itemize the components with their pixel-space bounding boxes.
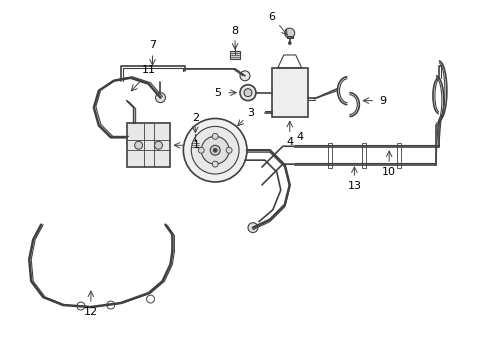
Circle shape [201,136,228,164]
Circle shape [240,85,255,100]
Circle shape [213,148,217,152]
Text: 3: 3 [247,108,254,117]
Text: 2: 2 [191,113,199,123]
Circle shape [212,133,218,139]
Circle shape [155,93,165,103]
Circle shape [240,71,249,81]
Bar [126,123,170,167]
Circle shape [284,28,294,38]
Circle shape [198,147,204,153]
Text: 11: 11 [141,65,155,75]
Text: 1: 1 [192,140,200,150]
Circle shape [247,223,257,233]
Text: 5: 5 [214,88,221,98]
Bar [396,143,400,168]
Bar [271,68,307,117]
Bar [362,143,366,168]
Circle shape [183,118,246,182]
Text: 4: 4 [285,137,293,147]
Text: 4: 4 [296,132,303,142]
Text: 6: 6 [268,12,275,22]
Text: 13: 13 [346,181,361,191]
Bar [327,143,331,168]
Circle shape [154,141,162,149]
Circle shape [244,89,251,96]
Bar [230,51,240,59]
Circle shape [191,126,239,174]
Circle shape [212,161,218,167]
Bar [190,140,200,148]
Text: 10: 10 [382,167,395,177]
Text: 12: 12 [83,307,98,317]
Text: 9: 9 [379,96,386,105]
Circle shape [134,141,142,149]
Circle shape [287,41,291,45]
Text: 7: 7 [149,40,156,50]
Circle shape [225,147,232,153]
Circle shape [210,145,220,155]
Text: 8: 8 [231,26,238,36]
